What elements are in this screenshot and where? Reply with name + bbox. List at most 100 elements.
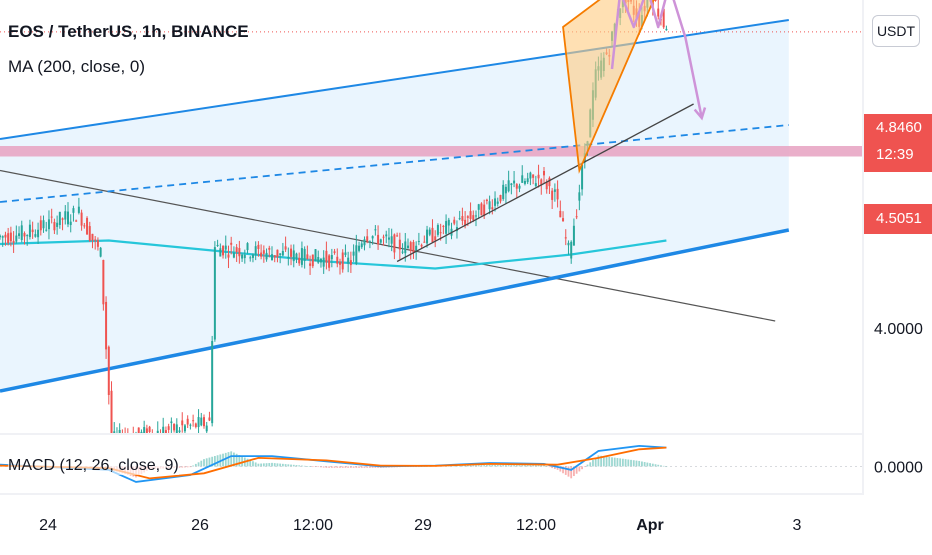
macd-histogram-bar [641, 461, 643, 467]
macd-histogram-bar [616, 458, 619, 467]
candle [556, 180, 559, 208]
candle [496, 197, 499, 207]
candle [192, 414, 195, 427]
macd-histogram-bar [341, 466, 344, 468]
candle [654, 0, 657, 2]
macd-histogram-bar [496, 465, 499, 467]
candle [564, 229, 567, 246]
candle [407, 238, 409, 250]
level-price-tag: 4.5051 [864, 204, 932, 234]
macd-histogram-bar [181, 466, 184, 468]
macd-indicator-legend[interactable]: MACD (12, 26, close, 9) [8, 457, 179, 475]
macd-histogram-bar [303, 465, 306, 467]
candle [287, 247, 290, 266]
candle [145, 424, 148, 433]
candle [453, 216, 456, 226]
candle [662, 7, 665, 29]
candle [216, 239, 219, 247]
macd-histogram-bar [363, 466, 366, 468]
time-axis-label: 24 [39, 517, 57, 534]
candle [355, 234, 358, 266]
macd-histogram-bar [279, 463, 282, 467]
candle [317, 250, 320, 264]
candle [197, 409, 200, 433]
candle [480, 202, 483, 216]
candle [333, 248, 336, 255]
macd-histogram-bar [257, 463, 260, 467]
candle [502, 180, 505, 201]
candle [434, 230, 437, 248]
macd-histogram-bar [564, 466, 567, 475]
time-axis-label: 29 [414, 517, 432, 534]
macd-histogram-bar [575, 466, 578, 474]
candle [183, 423, 186, 433]
macd-histogram-bar [224, 452, 227, 467]
macd-histogram-bar [200, 460, 203, 467]
candle [37, 222, 40, 245]
candle [75, 219, 78, 222]
macd-histogram-bar [529, 465, 532, 467]
candle [377, 225, 380, 250]
ma-indicator-legend[interactable]: MA (200, close, 0) [8, 57, 146, 76]
candle [232, 246, 235, 259]
macd-histogram-bar [189, 466, 192, 468]
candle [67, 202, 69, 228]
macd-histogram-bar [624, 459, 627, 467]
candle [88, 221, 91, 242]
macd-histogram-bar [330, 466, 333, 468]
candle [665, 25, 668, 31]
candle [461, 207, 464, 226]
candle [581, 162, 584, 196]
candle [363, 236, 366, 251]
currency-button[interactable]: USDT [872, 15, 920, 47]
candle [371, 235, 374, 245]
candle [130, 434, 132, 455]
candle [121, 429, 123, 433]
signal-line [0, 446, 667, 480]
candle [510, 182, 513, 195]
price-axis-label: 4.0000 [874, 321, 923, 338]
candle [260, 244, 263, 260]
descending-trendline [0, 169, 776, 322]
macd-histogram-bar [551, 466, 554, 469]
symbol-title[interactable]: EOS / TetherUS, 1h, BINANCE [8, 22, 249, 41]
macd-histogram-bar [649, 463, 651, 467]
candle [494, 191, 497, 212]
macd-histogram-bar [491, 465, 494, 467]
macd-histogram-bar [268, 463, 271, 467]
candle [58, 211, 61, 229]
macd-histogram-bar [592, 460, 594, 467]
candle [213, 241, 216, 342]
macd-histogram-bar [660, 465, 662, 467]
macd-histogram-bar [627, 459, 630, 467]
candle [110, 381, 113, 433]
macd-histogram-bar [461, 465, 464, 467]
candle [442, 224, 445, 235]
candle [105, 296, 108, 359]
candle [137, 427, 140, 433]
macd-histogram-bar [311, 466, 314, 468]
macd-histogram-bar [518, 465, 521, 467]
macd-histogram-bar [646, 462, 649, 467]
candle [409, 240, 412, 260]
macd-histogram-bar [369, 466, 371, 468]
macd-histogram-bar [317, 466, 320, 468]
candle [328, 254, 331, 272]
candle [86, 216, 89, 235]
candle [279, 253, 282, 264]
macd-histogram-bar [211, 456, 214, 467]
candle [1, 235, 4, 247]
macd-histogram-bar [665, 466, 668, 468]
macd-histogram-bar [464, 465, 467, 467]
candle [491, 199, 494, 215]
candle [401, 243, 404, 255]
candle [23, 231, 26, 245]
candle [39, 215, 42, 236]
macd-histogram-bar [197, 462, 200, 467]
macd-histogram-bar [638, 460, 641, 467]
macd-histogram-bar [586, 464, 589, 467]
candle [420, 243, 423, 249]
candle [205, 421, 208, 433]
